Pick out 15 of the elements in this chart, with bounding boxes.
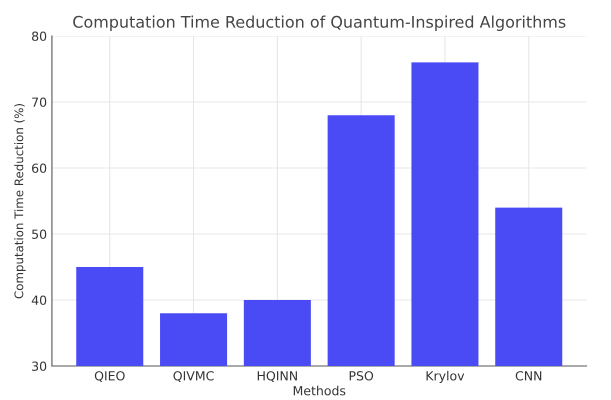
y-tick-label: 60 — [32, 163, 46, 173]
x-tick-label: HQINN — [258, 371, 297, 382]
y-tick-label: 50 — [32, 229, 46, 239]
x-tick-label: QIVMC — [173, 371, 214, 382]
x-tick-label: PSO — [350, 371, 374, 381]
y-axis-title: Computation Time Reduction (%) — [14, 104, 26, 298]
y-tick-label: 30 — [32, 361, 46, 371]
x-tick-label: QIEO — [94, 371, 125, 382]
y-tick-label: 40 — [32, 295, 46, 305]
y-tick-label: 70 — [32, 97, 46, 107]
x-tick-label: Krylov — [426, 370, 464, 383]
chart-title: Computation Time Reduction of Quantum-Inspired Algorithms — [73, 16, 566, 31]
x-tick-label: CNN — [516, 371, 542, 381]
y-tick-label: 80 — [32, 31, 46, 41]
x-axis-title: Methods — [294, 386, 346, 396]
